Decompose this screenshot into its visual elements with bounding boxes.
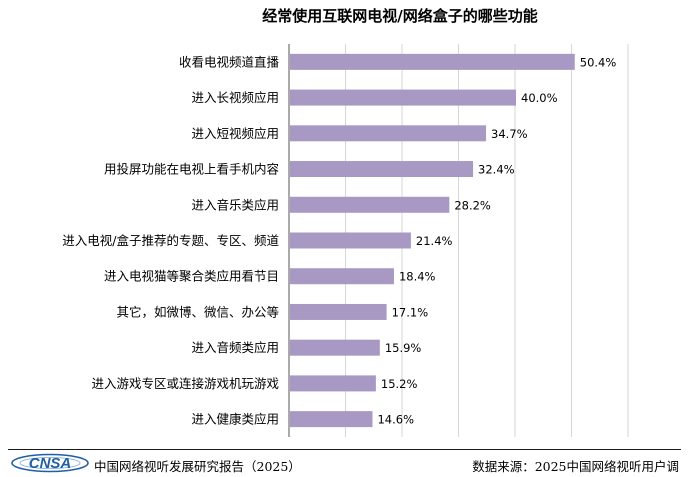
category-label: 进入电视/盒子推荐的专题、专区、频道 xyxy=(62,233,279,248)
bar xyxy=(290,125,487,142)
category-label: 收看电视频道直播 xyxy=(179,54,280,69)
bar xyxy=(290,375,376,392)
category-labels: 收看电视频道直播进入长视频应用进入短视频应用用投屏功能在电视上看手机内容进入音乐… xyxy=(62,54,279,426)
bar xyxy=(290,232,411,249)
category-label: 进入音频类应用 xyxy=(191,340,279,355)
cnsa-logo-text: CNSA xyxy=(29,455,72,472)
chart-title: 经常使用互联网电视/网络盒子的哪些功能 xyxy=(262,7,537,25)
category-label: 进入短视频应用 xyxy=(191,126,279,141)
bar xyxy=(290,268,394,285)
value-label: 21.4% xyxy=(416,234,453,248)
value-label: 15.2% xyxy=(381,377,418,391)
value-label: 18.4% xyxy=(399,270,436,284)
value-label: 28.2% xyxy=(454,198,491,212)
category-label: 进入健康类应用 xyxy=(191,412,279,427)
bar xyxy=(290,303,387,320)
bar xyxy=(290,411,373,428)
footer-report-name: 中国网络视听发展研究报告（2025） xyxy=(94,459,301,474)
value-label: 50.4% xyxy=(580,55,617,69)
grid-lines xyxy=(345,44,629,437)
value-label: 17.1% xyxy=(392,305,429,319)
category-label: 其它，如微博、微信、办公等 xyxy=(116,304,279,319)
category-label: 进入游戏专区或连接游戏机玩游戏 xyxy=(91,376,279,391)
value-label: 34.7% xyxy=(491,127,528,141)
value-label: 40.0% xyxy=(521,91,558,105)
footer-data-source: 数据来源：2025中国网络视听用户调 xyxy=(472,459,679,474)
category-label: 用投屏功能在电视上看手机内容 xyxy=(104,162,279,177)
footer-divider xyxy=(8,449,681,450)
value-labels: 50.4% 40.0% 34.7% 32.4% 28.2% 21.4% 18.4% 17.1%… xyxy=(377,55,616,426)
bar xyxy=(290,53,575,70)
bar-chart: 经常使用互联网电视/网络盒子的哪些功能 收看电视频道直播进入长视频应用进入短视频… xyxy=(62,7,629,437)
category-label: 进入电视猫等聚合类应用看节目 xyxy=(104,269,279,284)
bar xyxy=(290,89,516,106)
bar xyxy=(290,196,450,213)
value-label: 15.9% xyxy=(385,341,422,355)
bars xyxy=(290,53,575,428)
category-label: 进入长视频应用 xyxy=(191,90,279,105)
bar xyxy=(290,161,474,178)
value-label: 14.6% xyxy=(377,413,414,427)
cnsa-logo: CNSA xyxy=(11,453,89,473)
category-label: 进入音乐类应用 xyxy=(191,197,279,212)
bar xyxy=(290,339,380,356)
value-label: 32.4% xyxy=(478,163,515,177)
